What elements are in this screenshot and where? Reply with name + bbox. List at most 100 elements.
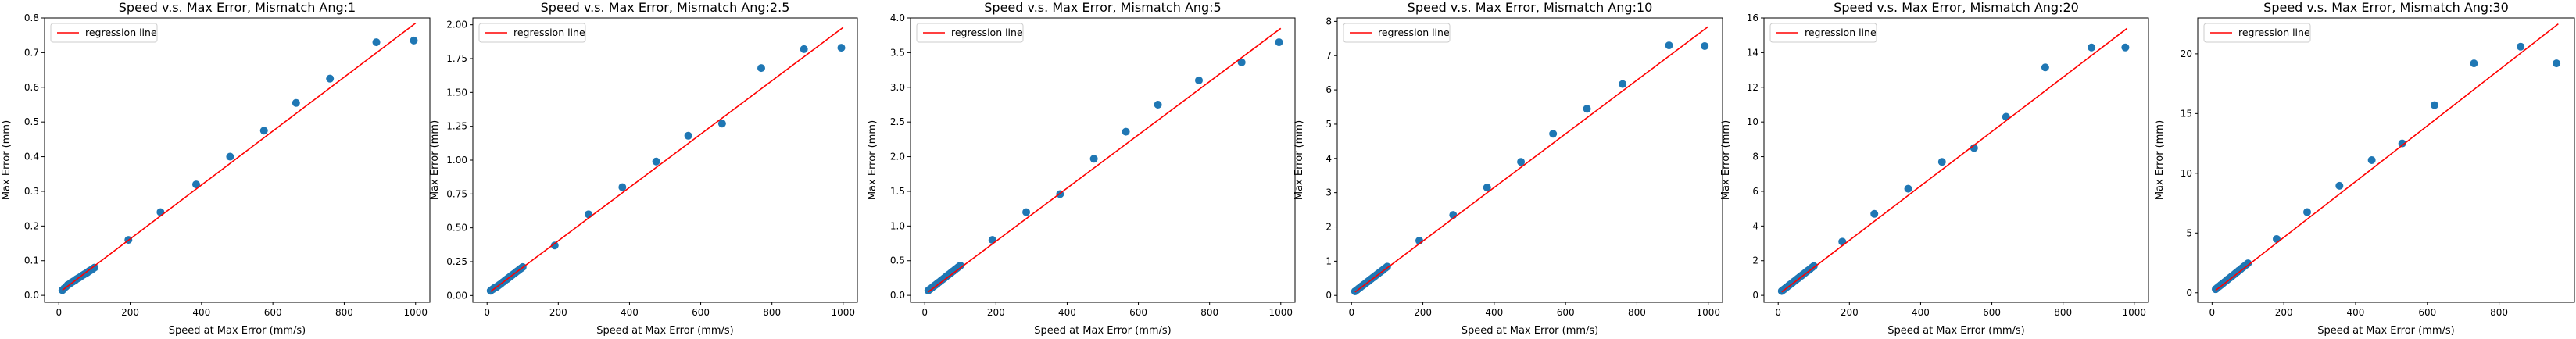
legend-box	[916, 23, 1024, 43]
y-tick-label: 1.25	[446, 121, 467, 132]
data-point	[2041, 63, 2049, 72]
y-tick-label: 0.50	[446, 223, 467, 234]
y-tick-label: 0.0	[890, 290, 905, 301]
data-point	[372, 38, 381, 47]
regression-line	[62, 23, 417, 291]
axes-frame	[910, 17, 1296, 303]
y-axis-label: Max Error (mm)	[1293, 120, 1305, 200]
data-point	[2121, 43, 2130, 52]
y-axis-label: Max Error (mm)	[867, 120, 878, 200]
y-tick-label: 2.0	[890, 152, 905, 162]
y-tick-label: 2	[1326, 222, 1332, 233]
legend-box	[1769, 23, 1877, 43]
legend-box	[2203, 23, 2311, 43]
x-tick-label: 1000	[1696, 307, 1720, 318]
data-point	[192, 180, 201, 189]
data-point	[2430, 101, 2438, 109]
data-point	[259, 127, 268, 135]
x-tick-label: 400	[621, 307, 639, 318]
data-point	[800, 45, 808, 53]
y-tick-label: 0	[1326, 290, 1332, 301]
legend-entry-label: regression line	[2238, 27, 2310, 38]
data-point	[326, 74, 335, 83]
y-tick-label: 15	[2181, 108, 2192, 119]
legend-entry-label: regression line	[513, 27, 585, 38]
data-point	[1154, 100, 1162, 109]
x-tick-label: 200	[549, 307, 567, 318]
data-point	[757, 64, 765, 73]
data-point	[2398, 139, 2406, 148]
x-tick-label: 1000	[2123, 307, 2147, 318]
y-tick-label: 4	[1326, 153, 1332, 164]
data-point	[1665, 41, 1673, 50]
y-tick-label: 0.00	[446, 290, 467, 301]
x-tick-label: 0	[55, 307, 62, 318]
data-point	[585, 210, 593, 219]
y-tick-label: 4.0	[890, 12, 905, 23]
data-point	[1549, 130, 1558, 138]
y-tick-label: 14	[1747, 47, 1758, 58]
legend-box	[50, 23, 158, 43]
y-tick-label: 0.8	[24, 12, 39, 23]
chart-panel-6: Speed v.s. Max Error, Mismatch Ang:30 0 20…	[2154, 0, 2575, 337]
x-tick-label: 400	[2347, 307, 2365, 318]
x-tick-label: 800	[1200, 307, 1218, 318]
y-tick-label: 0.2	[24, 220, 39, 231]
regression-line	[928, 27, 1282, 293]
y-tick-label: 0	[1752, 290, 1758, 301]
legend: regression line	[2203, 23, 2311, 43]
x-tick-label: 200	[987, 307, 1005, 318]
axes-frame	[44, 17, 431, 303]
regression-line	[490, 27, 844, 292]
data-point	[1122, 127, 1130, 136]
y-tick-label: 0.1	[24, 255, 39, 266]
data-point	[156, 208, 165, 216]
data-point	[550, 241, 559, 250]
y-tick-label: 0.4	[24, 152, 39, 162]
legend: regression line	[916, 23, 1024, 43]
x-tick-label: 0	[484, 307, 490, 318]
data-point	[1870, 209, 1879, 218]
x-tick-label: 800	[763, 307, 781, 318]
data-point	[2303, 208, 2312, 216]
y-tick-label: 6	[1752, 186, 1758, 197]
legend: regression line	[478, 23, 586, 43]
chart-title: Speed v.s. Max Error, Mismatch Ang:20	[1834, 0, 2079, 15]
y-tick-label: 0.6	[24, 82, 39, 93]
data-point	[1022, 208, 1031, 216]
data-point	[1483, 184, 1491, 192]
y-tick-label: 0.7	[24, 47, 39, 58]
data-point	[226, 152, 234, 161]
data-point	[1237, 58, 1246, 66]
y-tick-label: 0.0	[24, 290, 39, 301]
y-tick-label: 2.5	[890, 116, 905, 127]
data-point	[1195, 76, 1203, 84]
x-tick-label: 600	[692, 307, 710, 318]
data-point	[1275, 38, 1283, 47]
chart-panel-5: Speed v.s. Max Error, Mismatch Ang:20 0 20…	[1720, 0, 2149, 337]
chart-title: Speed v.s. Max Error, Mismatch Ang:5	[984, 0, 1221, 15]
x-tick-label: 0	[921, 307, 928, 318]
y-tick-label: 3.0	[890, 82, 905, 93]
x-tick-label: 200	[2275, 307, 2293, 318]
data-point	[837, 44, 846, 52]
y-tick-label: 0.75	[446, 188, 467, 199]
x-tick-label: 600	[264, 307, 282, 318]
data-point	[684, 131, 692, 140]
x-tick-label: 200	[1841, 307, 1859, 318]
y-tick-label: 2.00	[446, 20, 467, 30]
data-point	[652, 157, 660, 166]
data-point	[292, 98, 300, 107]
data-point	[2088, 43, 2096, 52]
x-axis-label: Speed at Max Error (mm/s)	[2317, 325, 2455, 337]
chart-title: Speed v.s. Max Error, Mismatch Ang:2.5	[541, 0, 790, 15]
x-tick-label: 1000	[403, 307, 428, 318]
x-axis-label: Speed at Max Error (mm/s)	[1462, 325, 1599, 337]
x-tick-label: 400	[1485, 307, 1503, 318]
x-tick-label: 800	[2054, 307, 2072, 318]
y-axis-label: Max Error (mm)	[1, 120, 13, 200]
y-tick-label: 7	[1326, 50, 1332, 61]
chart-panel-4: Speed v.s. Max Error, Mismatch Ang:100 20…	[1293, 0, 1723, 337]
data-point	[1809, 262, 1818, 270]
data-point	[717, 120, 726, 128]
